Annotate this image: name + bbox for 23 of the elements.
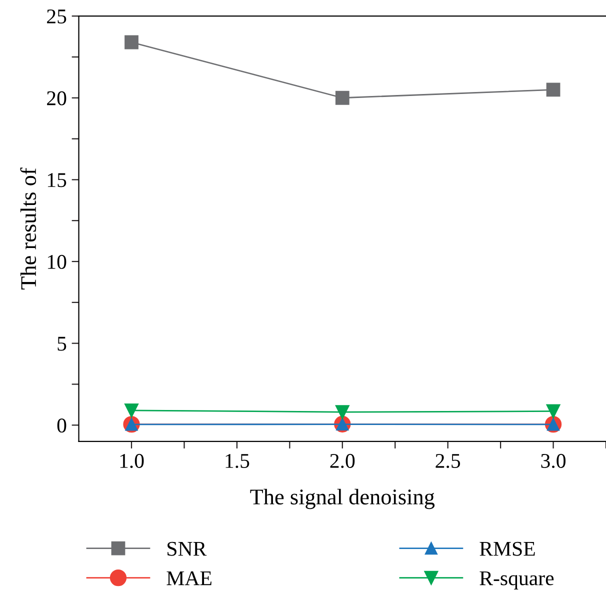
point (546, 82, 560, 97)
x-axis-title: The signal denoising (250, 488, 435, 510)
y-tick-label: 20 (47, 91, 66, 106)
y-axis-title: The results of (20, 168, 36, 290)
y-tick-label: 0 (57, 418, 66, 433)
legend-label: R-square (480, 571, 554, 590)
legend-label: SNR (168, 542, 207, 556)
x-tick-label: 1.0 (120, 454, 144, 468)
y-tick-label: 5 (58, 336, 66, 351)
x-tick-label: 3.0 (541, 454, 566, 468)
x-tick-label: 2.0 (330, 454, 355, 468)
y-tick-label: 25 (47, 10, 66, 24)
x-tick-label: 2.5 (436, 454, 460, 468)
point (335, 90, 350, 105)
point (335, 405, 350, 419)
y-tick-label: 15 (48, 173, 66, 188)
y-tick-label: 10 (48, 254, 66, 269)
x-tick-label: 1.5 (226, 454, 250, 468)
point (124, 35, 138, 50)
point (546, 404, 560, 418)
point (124, 403, 138, 418)
legend-label: RMSE (480, 542, 535, 556)
legend-label: MAE (166, 571, 212, 586)
